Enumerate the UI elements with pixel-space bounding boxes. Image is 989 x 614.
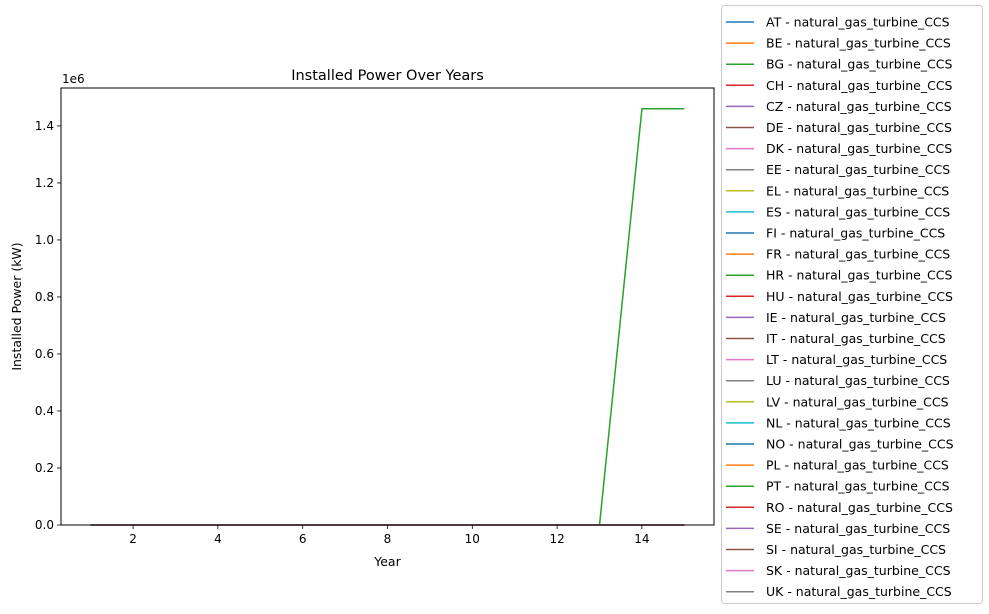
legend-label-17: LU - natural_gas_turbine_CCS (766, 373, 950, 388)
x-axis: 2 4 6 8 10 12 14 (129, 525, 650, 546)
legend-label-24: SE - natural_gas_turbine_CCS (766, 521, 950, 536)
legend-label-21: PL - natural_gas_turbine_CCS (766, 458, 949, 473)
legend-label-15: IT - natural_gas_turbine_CCS (766, 331, 946, 346)
y-tick-label: 0.8 (35, 290, 54, 304)
legend-label-19: NL - natural_gas_turbine_CCS (766, 415, 951, 430)
legend: AT - natural_gas_turbine_CCS BE - natural… (721, 5, 983, 604)
chart-title: Installed Power Over Years (291, 68, 484, 84)
y-tick-label: 0.0 (35, 518, 54, 532)
legend-label-8: EL - natural_gas_turbine_CCS (766, 183, 949, 198)
legend-label-26: SK - natural_gas_turbine_CCS (766, 563, 951, 578)
legend-label-7: EE - natural_gas_turbine_CCS (766, 162, 950, 177)
legend-label-9: ES - natural_gas_turbine_CCS (766, 204, 950, 219)
x-axis-label: Year (373, 554, 401, 569)
legend-label-14: IE - natural_gas_turbine_CCS (766, 310, 946, 325)
y-tick-label: 0.4 (35, 404, 54, 418)
legend-label-11: FR - natural_gas_turbine_CCS (766, 247, 950, 262)
legend-label-6: DK - natural_gas_turbine_CCS (766, 141, 952, 156)
plot-area (60, 87, 715, 526)
legend-label-5: DE - natural_gas_turbine_CCS (766, 120, 952, 135)
y-tick-label: 1.4 (35, 119, 54, 133)
y-tick-label: 1.0 (35, 233, 54, 247)
legend-label-1: BE - natural_gas_turbine_CCS (766, 36, 951, 51)
x-tick-label: 10 (465, 532, 480, 546)
y-tick-label: 1.2 (35, 176, 54, 190)
legend-label-23: RO - natural_gas_turbine_CCS (766, 500, 953, 515)
x-tick-label: 12 (549, 532, 564, 546)
y-axis: 0.0 0.2 0.4 0.6 0.8 1.0 1.2 1.4 (35, 119, 61, 532)
legend-frame (721, 5, 983, 604)
y-tick-label: 0.6 (35, 347, 54, 361)
y-axis-label: Installed Power (kW) (9, 242, 24, 370)
legend-label-25: SI - natural_gas_turbine_CCS (766, 542, 946, 557)
x-tick-label: 2 (129, 532, 137, 546)
legend-label-13: HU - natural_gas_turbine_CCS (766, 289, 953, 304)
x-tick-label: 6 (299, 532, 307, 546)
legend-label-16: LT - natural_gas_turbine_CCS (766, 352, 947, 367)
legend-label-12: HR - natural_gas_turbine_CCS (766, 268, 953, 283)
legend-label-3: CH - natural_gas_turbine_CCS (766, 78, 953, 93)
legend-label-2: BG - natural_gas_turbine_CCS (766, 57, 952, 72)
legend-label-22: PT - natural_gas_turbine_CCS (766, 479, 950, 494)
x-tick-label: 4 (214, 532, 222, 546)
legend-label-4: CZ - natural_gas_turbine_CCS (766, 99, 952, 114)
legend-label-20: NO - natural_gas_turbine_CCS (766, 437, 954, 452)
legend-label-18: LV - natural_gas_turbine_CCS (766, 394, 949, 409)
legend-label-27: UK - natural_gas_turbine_CCS (766, 584, 952, 599)
plot-background (61, 88, 714, 525)
y-tick-label: 0.2 (35, 461, 54, 475)
legend-label-0: AT - natural_gas_turbine_CCS (766, 15, 950, 30)
y-offset-label: 1e6 (62, 72, 85, 86)
x-tick-label: 8 (384, 532, 392, 546)
x-tick-label: 14 (634, 532, 649, 546)
legend-label-10: FI - natural_gas_turbine_CCS (766, 226, 945, 241)
